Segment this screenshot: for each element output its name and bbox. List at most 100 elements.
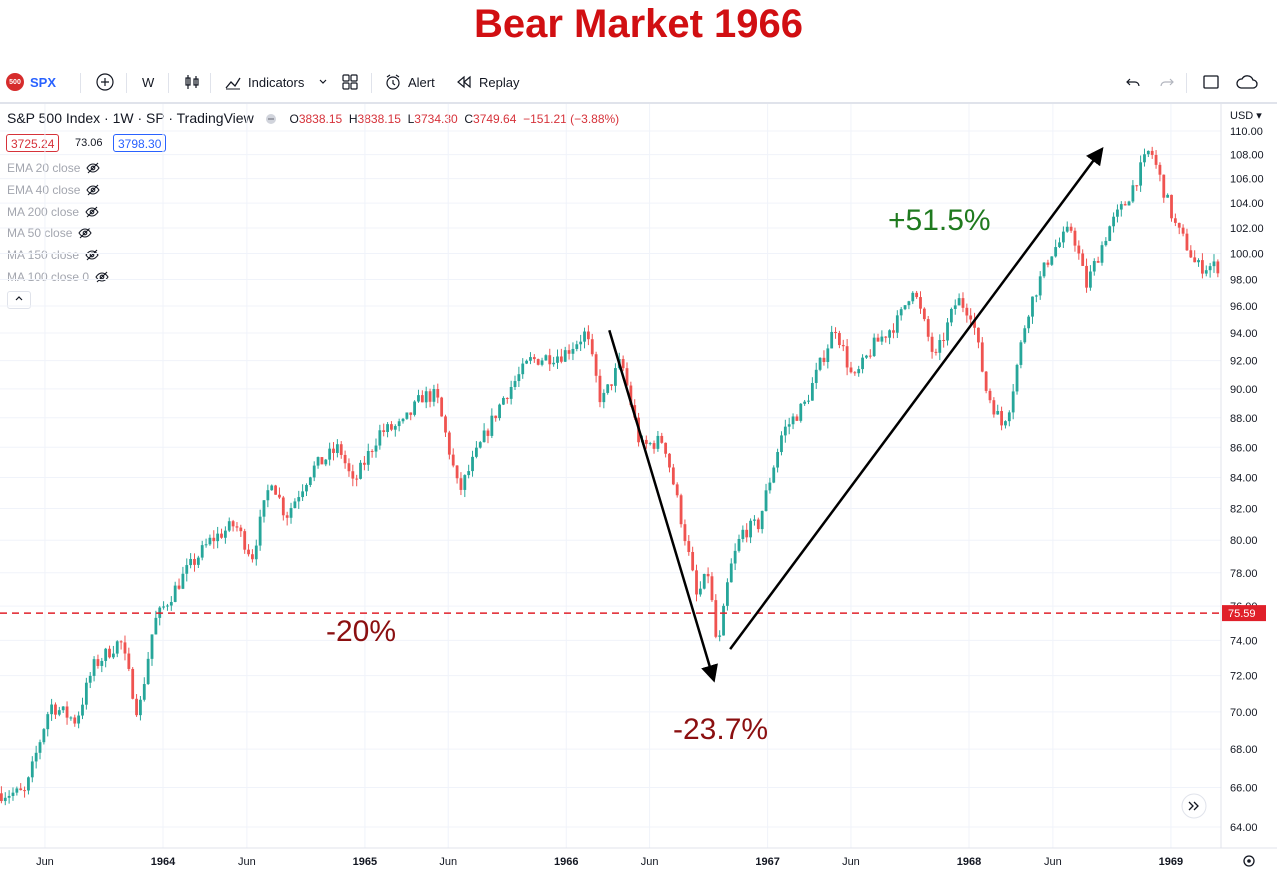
candle-body [177,585,181,589]
indicator-row[interactable]: EMA 20 close [7,161,101,175]
hidden-eye-icon[interactable] [86,184,101,196]
candle-body [868,355,872,357]
symbol-name: SPX [30,74,57,90]
ask-price-box[interactable]: 3798.30 [113,134,167,152]
indicator-row[interactable]: EMA 40 close [7,183,101,197]
fullscreen-button[interactable] [1202,62,1220,102]
time-tick-label: Jun [439,856,457,868]
candle-body [756,519,760,530]
double-chevron-right-icon [1188,801,1199,811]
gear-icon[interactable] [1243,855,1255,867]
toolbar-divider [168,73,169,93]
candle-body [822,357,826,362]
candle-body [876,337,880,342]
candle-body [1073,230,1077,246]
series-legend: S&P 500 Index · 1W · SP · TradingView O3… [7,110,619,126]
alert-icon [386,74,400,90]
candle-body [629,385,633,406]
candle-body [513,381,517,387]
candle-body [69,717,73,719]
candle-body [46,714,50,730]
symbol-search-button[interactable]: 500 SPX [6,62,56,102]
indicator-row[interactable]: MA 200 close [7,205,99,219]
hidden-eye-icon[interactable] [86,162,101,174]
candle-body [1000,411,1003,426]
candle-body [471,456,474,472]
interval-button[interactable]: W [142,62,154,102]
series-title[interactable]: S&P 500 Index · 1W · SP · TradingView [7,110,254,126]
candle-body [1096,261,1100,263]
indicators-button[interactable]: Indicators [224,62,328,102]
open-value: 3838.15 [298,112,343,126]
indicators-label: Indicators [248,74,305,90]
redo-button[interactable] [1158,62,1176,102]
fullscreen-icon [1203,75,1219,89]
templates-button[interactable] [341,62,359,102]
candle-body [262,500,266,517]
hidden-eye-icon[interactable] [85,206,99,218]
candle-body [930,336,934,352]
price-tick-label: 86.00 [1230,442,1258,454]
candle-body [1185,233,1189,251]
price-chart[interactable]: 110.00 108.00 106.00 104.00 102.00 100.00 98.0… [0,104,1277,874]
candle-body [432,389,436,402]
candle-body [610,384,613,386]
candle-body [1154,154,1158,165]
low-value: 3734.30 [414,112,458,126]
bar-style-button[interactable] [183,62,201,102]
candle-body [239,527,243,532]
indicator-row[interactable]: MA 50 close [7,226,93,241]
candle-body [884,336,888,338]
candle-body [803,401,807,404]
price-tick-label: 96.00 [1230,301,1258,313]
candle-body [953,305,957,309]
candle-body [343,454,347,464]
candle-body [119,641,123,643]
candle-body [393,426,397,430]
candle-body [567,350,571,354]
candle-body [1061,231,1065,243]
bid-price-box[interactable]: 3725.24 [6,134,60,152]
candle-body [258,516,262,546]
candle-body [1112,216,1115,227]
cloud-save-button[interactable] [1236,62,1258,102]
price-tick-label: 88.00 [1230,413,1258,425]
hidden-eye-icon[interactable] [78,227,93,239]
candle-body [1011,391,1015,413]
candle-body [30,761,34,778]
gear-icon-hub [1247,859,1251,863]
time-tick-label: 1964 [151,856,176,868]
candle-body [428,391,432,402]
replay-button[interactable]: Replay [455,62,519,102]
undo-button[interactable] [1124,62,1142,102]
candle-body [741,529,745,539]
candle-body [196,557,200,565]
candle-body [0,793,3,802]
candle-body [409,412,413,415]
alert-button[interactable]: Alert [384,62,435,102]
candle-body [521,363,525,375]
candle-body [1054,247,1058,257]
candle-body [702,573,706,589]
add-symbol-button[interactable] [96,62,114,102]
currency-label[interactable]: USD ▾ [1230,110,1262,122]
candle-body [166,605,169,607]
indicator-label: MA 50 close [7,226,73,241]
candle-body [189,558,193,566]
add-symbol-icon [96,73,114,91]
candle-body [1135,185,1139,187]
candle-body [969,315,973,320]
candle-body [459,478,463,490]
price-tick-label: 66.00 [1230,782,1258,794]
collapse-legend-button[interactable] [7,291,31,309]
candle-body [911,292,915,302]
candle-body [111,653,115,658]
scroll-to-realtime-button[interactable] [1181,793,1207,819]
candle-body [787,424,791,427]
hidden-eye-icon[interactable] [95,271,109,283]
chevron-up-icon [15,296,23,301]
candle-body [1050,256,1054,265]
time-tick-label: 1965 [353,856,377,868]
candle-body [23,790,26,792]
indicator-row[interactable]: MA 100 close 0 [7,270,109,284]
